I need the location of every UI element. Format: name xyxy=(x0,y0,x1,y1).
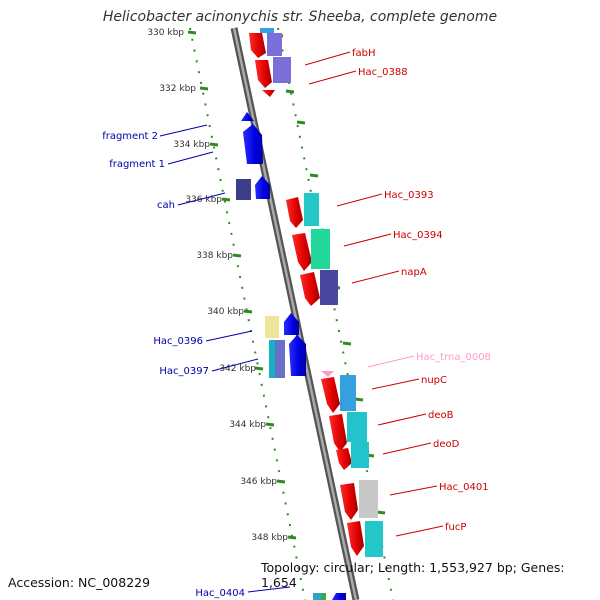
label-deob[interactable]: deoB xyxy=(428,410,454,421)
label-hac0397[interactable]: Hac_0397 xyxy=(159,366,209,377)
label-hac0388[interactable]: Hac_0388 xyxy=(358,67,408,78)
gene-hac0393[interactable] xyxy=(286,197,303,228)
gene-hac0404-hit xyxy=(313,593,321,600)
gene-hac0396[interactable] xyxy=(284,313,299,335)
label-deod[interactable]: deoD xyxy=(433,439,460,450)
ruler-labels: 330 kbp 332 kbp 334 kbp 336 kbp 338 kbp … xyxy=(147,28,288,543)
label-hac0401[interactable]: Hac_0401 xyxy=(439,482,489,493)
ruler-label-344: 344 kbp xyxy=(229,420,266,430)
gene-hac0404[interactable] xyxy=(332,593,346,600)
gene-hac0397[interactable] xyxy=(289,335,306,376)
ruler-label-336: 336 kbp xyxy=(185,195,222,205)
gene-deob[interactable] xyxy=(329,414,347,452)
ruler-label-330: 330 kbp xyxy=(147,28,184,38)
reverse-features xyxy=(236,112,346,600)
reverse-labels: fragment 2 fragment 1 cah Hac_0396 Hac_0… xyxy=(102,131,245,599)
label-fabh[interactable]: fabH xyxy=(352,48,376,59)
gene-hac-trna-0008[interactable] xyxy=(321,371,334,377)
trna-leader xyxy=(367,355,415,368)
gene-hac0404-hit-b xyxy=(321,593,326,600)
gene-nupc[interactable] xyxy=(321,377,340,413)
forward-leaders xyxy=(304,51,444,537)
gene-hac0394[interactable] xyxy=(292,233,312,271)
gene-hac0388-hit xyxy=(273,57,291,83)
ruler-label-338: 338 kbp xyxy=(196,251,233,261)
gene-hac0397-hit-b xyxy=(275,340,285,378)
label-nupc[interactable]: nupC xyxy=(421,375,447,386)
ruler-label-332: 332 kbp xyxy=(159,84,196,94)
ruler-label-348: 348 kbp xyxy=(251,533,288,543)
label-hac-trna-0008[interactable]: Hac_trna_0008 xyxy=(416,352,491,363)
hit-top-blue xyxy=(260,28,274,33)
gene-hac0396-hit-top xyxy=(265,316,279,338)
gene-hac0388[interactable] xyxy=(255,60,272,88)
gene-fucp-hit xyxy=(365,521,383,557)
gene-deod-hit xyxy=(351,442,369,468)
topology-text: Topology: circular; Length: 1,553,927 bp… xyxy=(261,560,565,590)
label-hac0393[interactable]: Hac_0393 xyxy=(384,190,434,201)
gene-hac0394-hit xyxy=(311,229,330,269)
label-napa[interactable]: napA xyxy=(401,267,427,278)
gene-hac0388-tail xyxy=(262,90,275,97)
gene-deob-hit xyxy=(347,412,367,442)
ruler-label-340: 340 kbp xyxy=(207,307,244,317)
backbone-highlight xyxy=(232,27,358,600)
gene-napa[interactable] xyxy=(300,272,320,306)
gene-nupc-hit xyxy=(340,375,356,411)
ruler-label-334: 334 kbp xyxy=(173,140,210,150)
gene-cah-hit xyxy=(236,179,251,200)
gene-cah[interactable] xyxy=(255,176,270,199)
forward-features xyxy=(249,28,383,557)
label-cah[interactable]: cah xyxy=(157,200,175,211)
gene-hac0397-hit-a xyxy=(269,340,275,378)
gene-hac0401-hit xyxy=(359,480,378,518)
label-fragment-1[interactable]: fragment 1 xyxy=(109,159,165,170)
gene-fragment-1[interactable] xyxy=(243,124,263,164)
gene-hac0393-hit xyxy=(304,193,319,226)
accession-text: Accession: NC_008229 xyxy=(8,575,151,590)
gene-deod[interactable] xyxy=(336,448,352,470)
ruler-label-346: 346 kbp xyxy=(240,477,277,487)
gene-hac0401[interactable] xyxy=(340,483,358,520)
map-title: Helicobacter acinonychis str. Sheeba, co… xyxy=(102,9,498,25)
gene-fucp[interactable] xyxy=(347,521,364,556)
forward-labels: fabH Hac_0388 Hac_0393 Hac_0394 napA Hac… xyxy=(352,48,491,533)
reverse-leaders xyxy=(159,124,291,593)
gene-fabh-hit xyxy=(267,33,282,56)
label-fragment-2[interactable]: fragment 2 xyxy=(102,131,158,142)
label-hac0404[interactable]: Hac_0404 xyxy=(195,588,245,599)
label-fucp[interactable]: fucP xyxy=(445,522,466,533)
label-hac0394[interactable]: Hac_0394 xyxy=(393,230,443,241)
gene-fabh[interactable] xyxy=(249,33,266,58)
gene-fragment-2[interactable] xyxy=(241,112,254,121)
label-hac0396[interactable]: Hac_0396 xyxy=(153,336,203,347)
gene-napa-hit xyxy=(320,270,338,305)
ruler-label-342: 342 kbp xyxy=(219,364,256,374)
